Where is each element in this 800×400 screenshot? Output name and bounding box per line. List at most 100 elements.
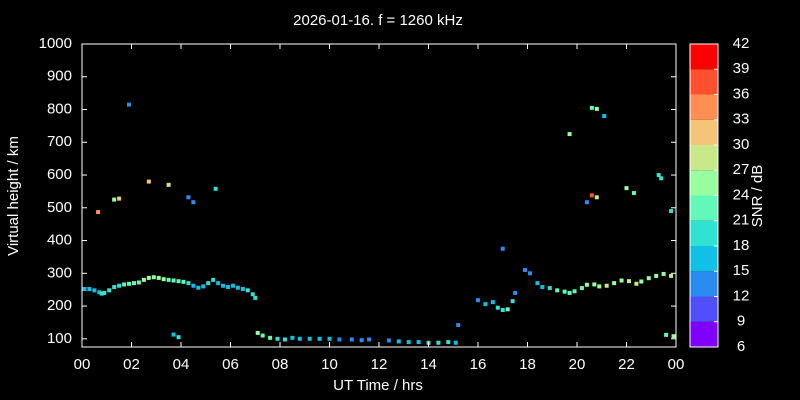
colorbar-tick-label: 15 (733, 262, 750, 279)
x-tick-label: 16 (470, 356, 487, 373)
colorbar-band (690, 170, 718, 196)
colorbar-band (690, 44, 718, 70)
x-tick-label: 12 (371, 356, 388, 373)
point (406, 340, 411, 345)
point (221, 283, 226, 288)
point (166, 182, 171, 187)
point (495, 305, 500, 310)
point (186, 281, 191, 286)
point (589, 193, 594, 198)
x-tick-label: 08 (272, 356, 289, 373)
point (171, 278, 176, 283)
point (307, 336, 312, 341)
x-tick-label: 22 (618, 356, 635, 373)
colorbar-tick-label: 12 (733, 287, 750, 304)
point (669, 273, 674, 278)
x-tick-label: 10 (321, 356, 338, 373)
colorbar-band (690, 296, 718, 322)
point (117, 196, 122, 201)
point (226, 285, 231, 290)
colorbar-tick-label: 33 (733, 111, 750, 128)
point (572, 289, 577, 294)
point (436, 340, 441, 345)
point (176, 279, 181, 284)
colorbar-tick-label: 21 (733, 212, 750, 229)
point (386, 338, 391, 343)
colorbar-tick-label: 36 (733, 85, 750, 102)
point (201, 284, 206, 289)
point (82, 287, 87, 292)
y-tick-label: 300 (47, 264, 72, 281)
colorbar-band (690, 220, 718, 246)
point (282, 337, 287, 342)
point (176, 335, 181, 340)
point (181, 279, 186, 284)
point (99, 291, 104, 296)
point (579, 286, 584, 291)
point (191, 283, 196, 288)
x-tick-label: 06 (222, 356, 239, 373)
point (527, 271, 532, 276)
y-axis-label: Virtual height / km (5, 136, 22, 256)
point (547, 286, 552, 291)
point (97, 290, 102, 295)
point (122, 282, 127, 287)
y-tick-label: 500 (47, 199, 72, 216)
y-tick-label: 400 (47, 232, 72, 249)
point (624, 186, 629, 191)
colorbar-band (690, 271, 718, 297)
point (659, 176, 664, 181)
point (245, 288, 250, 293)
point (584, 200, 589, 205)
point (535, 281, 540, 286)
x-tick-label: 18 (519, 356, 536, 373)
point (562, 289, 567, 294)
point (584, 282, 589, 287)
plot-frame (81, 43, 677, 348)
point (112, 197, 117, 202)
point (589, 105, 594, 110)
colorbar-band (690, 69, 718, 95)
point (87, 287, 92, 292)
colorbar-label: SNR / dB (749, 165, 766, 228)
point (490, 300, 495, 305)
colorbar-tick-label: 18 (733, 237, 750, 254)
colorbar-band (690, 94, 718, 120)
point (671, 334, 676, 339)
point (646, 276, 651, 281)
point (594, 195, 599, 200)
colorbar-tick-label: 42 (733, 35, 750, 52)
x-axis-label: UT Time / hrs (333, 377, 423, 394)
point (186, 195, 191, 200)
point (161, 277, 166, 282)
point (602, 114, 607, 119)
y-tick-label: 600 (47, 166, 72, 183)
point (151, 275, 156, 280)
point (171, 332, 176, 337)
x-tick-label: 20 (569, 356, 586, 373)
colorbar-band (690, 119, 718, 145)
point (634, 281, 639, 286)
point (235, 285, 240, 290)
point (216, 281, 221, 286)
colorbar-tick-label: 27 (733, 161, 750, 178)
point (416, 340, 421, 345)
point (604, 283, 609, 288)
point (592, 282, 597, 287)
point (213, 186, 218, 191)
y-tick-label: 1000 (39, 35, 72, 52)
point (349, 337, 354, 342)
x-tick-label: 02 (123, 356, 140, 373)
point (510, 299, 515, 304)
point (127, 102, 132, 107)
point (626, 279, 631, 284)
point (290, 335, 295, 340)
point (250, 292, 255, 297)
point (505, 307, 510, 312)
point (206, 281, 211, 286)
point (196, 285, 201, 290)
point (612, 281, 617, 286)
point (540, 285, 545, 290)
point (656, 173, 661, 178)
point (359, 338, 364, 343)
